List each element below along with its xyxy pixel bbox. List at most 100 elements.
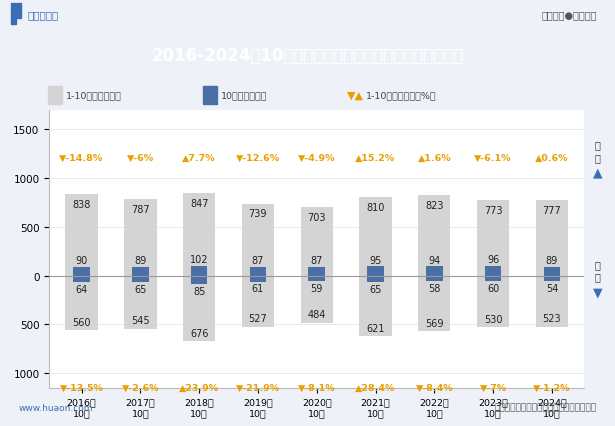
Text: 89: 89 bbox=[134, 256, 146, 265]
Bar bbox=[183, 276, 215, 342]
Text: ▼-12.6%: ▼-12.6% bbox=[236, 153, 280, 162]
Text: 进: 进 bbox=[595, 259, 601, 269]
Bar bbox=[250, 268, 266, 276]
Bar bbox=[536, 201, 568, 276]
Bar bbox=[183, 194, 215, 276]
Bar bbox=[242, 276, 274, 327]
Text: 65: 65 bbox=[134, 284, 146, 294]
Text: 777: 777 bbox=[542, 205, 561, 215]
Bar bbox=[250, 276, 266, 282]
Bar bbox=[309, 268, 325, 276]
Text: 560: 560 bbox=[73, 317, 91, 327]
Text: 2016-2024年10月深圳经济特区外商投资企业进、出口额: 2016-2024年10月深圳经济特区外商投资企业进、出口额 bbox=[151, 46, 464, 64]
Text: 60: 60 bbox=[487, 284, 499, 294]
Text: 838: 838 bbox=[73, 199, 91, 209]
Text: 87: 87 bbox=[252, 256, 264, 266]
Bar bbox=[426, 267, 443, 276]
Bar bbox=[359, 276, 392, 336]
Text: 85: 85 bbox=[193, 286, 205, 296]
Text: 810: 810 bbox=[367, 202, 385, 212]
Text: ▼-8.1%: ▼-8.1% bbox=[298, 383, 336, 392]
Text: ▼-6.1%: ▼-6.1% bbox=[474, 153, 512, 162]
Bar bbox=[191, 266, 207, 276]
Text: 484: 484 bbox=[308, 310, 326, 320]
Text: 847: 847 bbox=[190, 199, 208, 208]
Bar bbox=[301, 207, 333, 276]
Text: ▼▲: ▼▲ bbox=[347, 91, 364, 101]
Bar bbox=[418, 196, 450, 276]
Text: 87: 87 bbox=[311, 256, 323, 266]
Text: 专业严谨●客观科学: 专业严谨●客观科学 bbox=[541, 10, 597, 20]
Text: ▲0.6%: ▲0.6% bbox=[535, 153, 569, 162]
Text: 1-10月同比增速（%）: 1-10月同比增速（%） bbox=[366, 91, 437, 101]
Bar bbox=[48, 87, 62, 105]
Bar bbox=[242, 204, 274, 276]
Text: 1-10月（亿美元）: 1-10月（亿美元） bbox=[66, 91, 122, 101]
Text: 621: 621 bbox=[367, 323, 385, 333]
Text: 676: 676 bbox=[190, 328, 208, 338]
Bar bbox=[203, 87, 216, 105]
Text: ▼-21.9%: ▼-21.9% bbox=[236, 383, 280, 392]
Text: 10月（亿美元）: 10月（亿美元） bbox=[221, 91, 267, 101]
Text: 89: 89 bbox=[546, 256, 558, 265]
Bar bbox=[65, 195, 98, 276]
Text: 739: 739 bbox=[248, 209, 267, 219]
Text: ▼-6%: ▼-6% bbox=[127, 153, 154, 162]
Text: 94: 94 bbox=[428, 255, 440, 265]
Text: 58: 58 bbox=[428, 283, 440, 293]
Text: ▼-4.9%: ▼-4.9% bbox=[298, 153, 335, 162]
Bar bbox=[477, 276, 509, 328]
Text: ▲1.6%: ▲1.6% bbox=[418, 153, 451, 162]
Text: 545: 545 bbox=[131, 316, 149, 325]
Bar bbox=[11, 4, 16, 26]
Bar bbox=[485, 267, 501, 276]
Bar bbox=[309, 276, 325, 282]
Text: ▲28.4%: ▲28.4% bbox=[355, 383, 395, 392]
Text: 出: 出 bbox=[595, 140, 601, 150]
Text: 数据来源：中国海关、华经产业研究院整理: 数据来源：中国海关、华经产业研究院整理 bbox=[494, 403, 597, 412]
Bar bbox=[73, 267, 90, 276]
Text: 64: 64 bbox=[76, 284, 88, 294]
Text: 口: 口 bbox=[595, 272, 601, 282]
Bar bbox=[73, 276, 90, 282]
Text: ▼-2.6%: ▼-2.6% bbox=[122, 383, 159, 392]
Text: 54: 54 bbox=[546, 283, 558, 293]
Bar bbox=[301, 276, 333, 323]
Text: 华经情报网: 华经情报网 bbox=[28, 10, 59, 20]
Text: 523: 523 bbox=[542, 314, 561, 323]
Bar bbox=[367, 267, 384, 276]
Bar bbox=[359, 197, 392, 276]
Text: 96: 96 bbox=[487, 255, 499, 265]
Bar bbox=[132, 267, 149, 276]
Text: ▲23.9%: ▲23.9% bbox=[179, 383, 219, 392]
Text: 口: 口 bbox=[595, 153, 601, 163]
Text: 530: 530 bbox=[484, 314, 502, 324]
Text: ▼-7%: ▼-7% bbox=[480, 383, 507, 392]
Text: 823: 823 bbox=[425, 201, 443, 211]
Text: ▲15.2%: ▲15.2% bbox=[355, 153, 395, 162]
Text: www.huaon.com: www.huaon.com bbox=[18, 403, 93, 412]
Bar bbox=[426, 276, 443, 282]
Text: ▼-1.2%: ▼-1.2% bbox=[533, 383, 571, 392]
Text: ▼: ▼ bbox=[593, 285, 603, 298]
Bar bbox=[485, 276, 501, 282]
Text: 787: 787 bbox=[131, 204, 149, 214]
Text: ▼-13.5%: ▼-13.5% bbox=[60, 383, 103, 392]
Text: 102: 102 bbox=[190, 254, 208, 264]
Bar bbox=[17, 4, 21, 19]
Bar bbox=[477, 201, 509, 276]
Bar bbox=[191, 276, 207, 284]
Text: 59: 59 bbox=[311, 283, 323, 294]
Text: 527: 527 bbox=[248, 314, 268, 324]
Text: 90: 90 bbox=[76, 256, 88, 265]
Text: ▼-14.8%: ▼-14.8% bbox=[60, 153, 104, 162]
Text: ▲: ▲ bbox=[593, 166, 603, 179]
Bar bbox=[544, 267, 560, 276]
Text: 569: 569 bbox=[425, 318, 443, 328]
Bar bbox=[65, 276, 98, 330]
Bar bbox=[536, 276, 568, 327]
Text: ▲7.7%: ▲7.7% bbox=[182, 153, 216, 162]
Text: 773: 773 bbox=[484, 206, 502, 216]
Bar bbox=[367, 276, 384, 282]
Text: 703: 703 bbox=[308, 213, 326, 222]
